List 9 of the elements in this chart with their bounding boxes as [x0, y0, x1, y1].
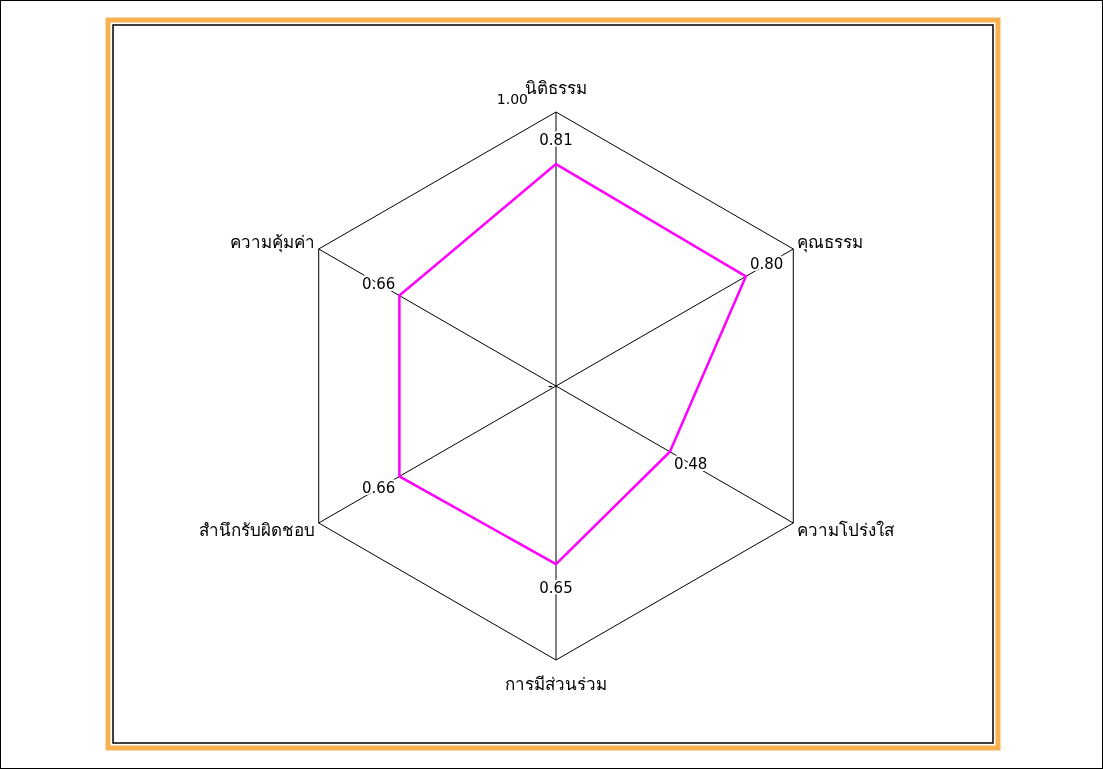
data-label: 0.81: [539, 131, 573, 150]
y-tick-label: -: [547, 378, 553, 394]
data-label: 0.65: [539, 579, 573, 598]
spoke-label: คุณธรรม: [797, 232, 864, 253]
y-tick-label: 1.00: [496, 91, 528, 107]
spoke-label: ความโปร่งใส: [797, 520, 896, 540]
spoke-label: ความคุ้มค่า: [229, 232, 315, 253]
spoke-label: การมีส่วนร่วม: [505, 674, 607, 694]
spoke-label: สำนึกรับผิดชอบ: [198, 520, 315, 540]
